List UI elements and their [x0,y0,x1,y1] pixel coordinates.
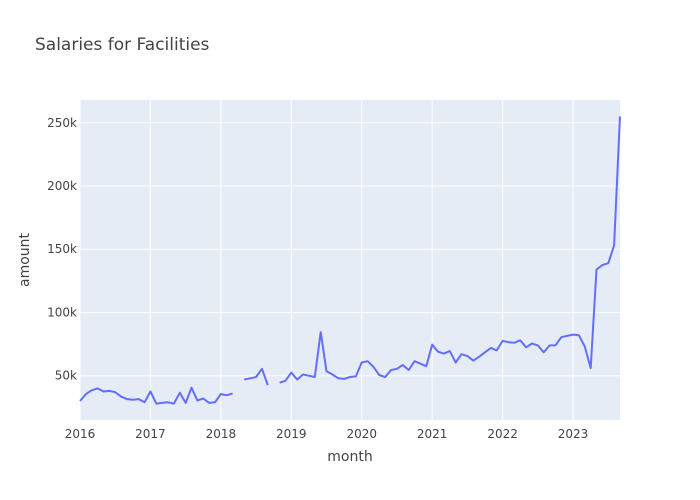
x-tick-label: 2022 [487,427,518,441]
x-tick-label: 2018 [206,427,237,441]
y-axis-ticks: 50k 100k 150k 200k 250k [47,116,77,383]
series-line-segment [244,367,269,386]
series-layer [79,116,621,405]
plot-area [80,100,620,420]
x-tick-label: 2016 [65,427,96,441]
x-tick-label: 2020 [346,427,377,441]
series-line-segment [79,386,233,405]
y-tick-label: 50k [55,369,77,383]
y-tick-label: 250k [47,116,77,130]
x-tick-label: 2021 [417,427,448,441]
y-tick-label: 100k [47,305,77,319]
x-tick-label: 2017 [135,427,166,441]
y-tick-label: 150k [47,242,77,256]
x-axis-ticks: 2016 2017 2018 2019 2020 2021 2022 2023 [65,427,589,441]
y-axis-title: amount [17,232,33,287]
grid [79,100,620,420]
x-tick-label: 2019 [276,427,307,441]
chart-title: Salaries for Facilities [35,35,210,55]
x-axis-title: month [327,449,372,465]
series-line-segment [279,116,621,384]
y-tick-label: 200k [47,179,77,193]
x-tick-label: 2023 [558,427,589,441]
